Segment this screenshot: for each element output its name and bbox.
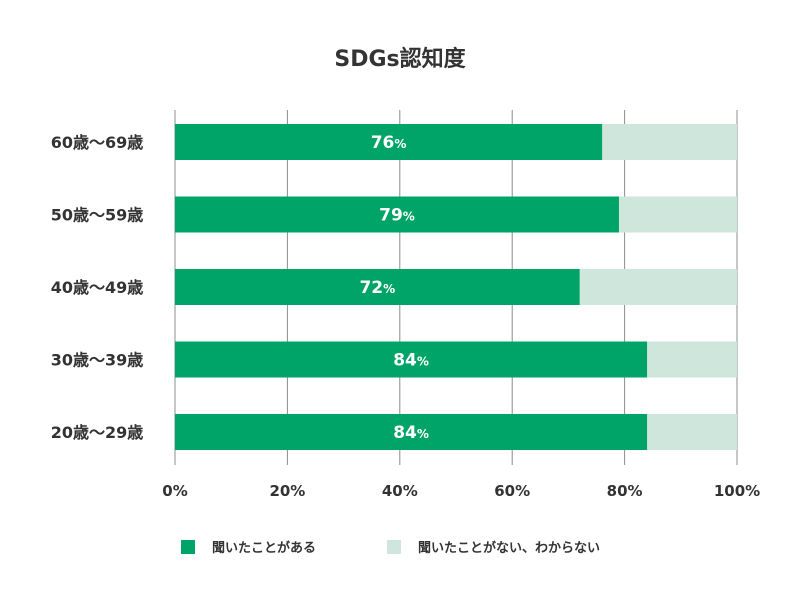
legend-label-not-heard: 聞いたことがない、わからない xyxy=(418,540,600,556)
bar-value-label: 72% xyxy=(359,278,395,298)
bar-not-heard xyxy=(647,414,737,450)
x-tick-label: 0% xyxy=(162,482,187,500)
legend-swatch-not-heard xyxy=(387,540,401,554)
bar-value-label: 84% xyxy=(393,423,429,443)
category-label: 40歳〜49歳 xyxy=(51,278,144,297)
bar-value-label: 79% xyxy=(379,206,415,226)
bars: 76% 79% 72% 84% 84% xyxy=(175,124,737,450)
x-tick-label: 40% xyxy=(382,482,418,500)
bar-not-heard xyxy=(647,341,737,378)
category-label: 60歳〜69歳 xyxy=(51,133,144,152)
legend-label-heard: 聞いたことがある xyxy=(212,540,316,556)
category-labels: 60歳〜69歳 50歳〜59歳 40歳〜49歳 30歳〜39歳 20歳〜29歳 xyxy=(51,133,144,442)
x-tick-label: 80% xyxy=(607,482,643,500)
bar-heard xyxy=(175,269,580,305)
x-tick-label: 60% xyxy=(494,482,530,500)
x-tick-label: 20% xyxy=(269,482,305,500)
category-label: 20歳〜29歳 xyxy=(51,423,144,442)
bar-heard xyxy=(175,124,603,160)
bar-heard xyxy=(175,341,648,378)
x-axis-ticks: 0% 20% 40% 60% 80% 100% xyxy=(162,482,760,500)
bar-not-heard xyxy=(602,124,737,160)
legend-swatch-heard xyxy=(181,540,195,554)
chart-title: SDGs認知度 xyxy=(334,46,466,72)
bar-not-heard xyxy=(579,269,737,305)
bar-value-label: 76% xyxy=(371,133,407,153)
bar-heard xyxy=(175,414,648,450)
bar-not-heard xyxy=(618,196,737,233)
x-tick-label: 100% xyxy=(714,482,760,500)
bar-heard xyxy=(175,196,619,233)
category-label: 50歳〜59歳 xyxy=(51,206,144,225)
category-label: 30歳〜39歳 xyxy=(51,351,144,370)
legend: 聞いたことがある 聞いたことがない、わからない xyxy=(181,540,600,556)
bar-value-label: 84% xyxy=(393,351,429,371)
